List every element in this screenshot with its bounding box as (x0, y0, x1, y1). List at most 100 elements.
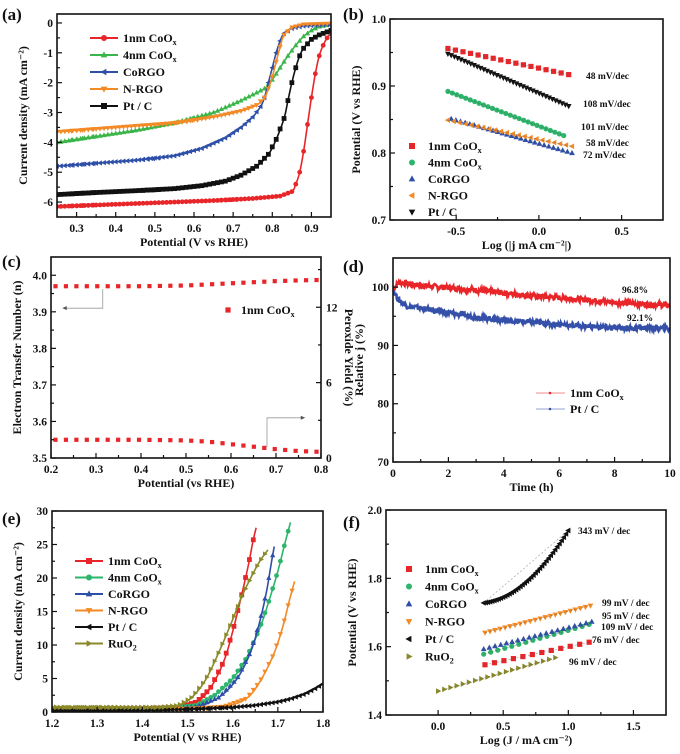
data-point (218, 113, 225, 119)
slope-annotation: 96 mV / dec (569, 658, 617, 668)
legend-marker (86, 558, 92, 564)
data-point (159, 154, 165, 160)
data-point (202, 143, 208, 150)
y-tick-label: 3.6 (33, 416, 48, 428)
data-point (97, 160, 102, 166)
data-point (85, 127, 91, 133)
y-tick-label: 1.4 (368, 710, 383, 722)
legend-label: 4nm CoOx (425, 580, 479, 596)
legend-marker (225, 307, 231, 313)
data-point (253, 89, 260, 95)
data-point (85, 161, 91, 167)
data-point (211, 696, 218, 702)
data-point (482, 630, 488, 636)
data-point (160, 121, 166, 127)
y-right-tick-label: 0 (326, 453, 332, 465)
data-point (303, 449, 309, 454)
data-point (62, 191, 68, 197)
data-point (132, 127, 138, 133)
y-axis-right-label: Peroxide Yield (%) (342, 309, 356, 407)
y-tick-label: 20 (37, 573, 49, 585)
data-point (507, 112, 513, 118)
data-point (109, 131, 115, 136)
data-point (189, 118, 195, 124)
data-point (312, 685, 318, 692)
data-point (128, 157, 134, 164)
data-point (136, 437, 142, 442)
data-point (537, 631, 544, 637)
data-point (269, 74, 275, 80)
data-point (507, 624, 513, 630)
data-point (545, 143, 552, 149)
y-tick-label: 3.8 (33, 343, 48, 355)
data-point (269, 144, 275, 150)
data-point (577, 606, 584, 612)
plot-area (436, 527, 595, 694)
data-point (485, 104, 491, 110)
data-point (93, 160, 99, 166)
data-point (258, 612, 264, 618)
slope-annotation: 108 mV/dec (583, 100, 631, 110)
data-point (187, 148, 193, 155)
data-point (266, 662, 272, 667)
data-point (66, 191, 72, 197)
series-line (52, 522, 292, 710)
data-point (547, 656, 553, 663)
panel-e: (e) 1.2 1.3 1.4 1.5 1.6 1.7 1.8 0 5 10 15 20 25 30 Pote… (2, 506, 330, 744)
data-point (508, 132, 515, 138)
data-point (297, 23, 303, 29)
data-point (273, 59, 279, 65)
data-point (62, 138, 68, 144)
data-point (243, 586, 249, 592)
data-point (85, 134, 91, 140)
series-corgo (52, 546, 276, 711)
data-point (269, 65, 275, 71)
data-point (230, 175, 236, 181)
data-point (109, 125, 115, 131)
data-point (314, 277, 319, 283)
data-point (222, 112, 228, 118)
data-point (220, 641, 226, 647)
data-point (183, 184, 189, 190)
data-point (497, 641, 504, 647)
data-point (246, 703, 252, 709)
data-point (208, 666, 214, 672)
data-point (216, 650, 222, 656)
data-point (80, 190, 85, 196)
data-point (281, 697, 287, 703)
data-point (101, 160, 106, 166)
legend-label: 1nm CoOx (108, 554, 162, 570)
legend-label-main: CoRGO (428, 172, 470, 186)
data-point (223, 197, 229, 203)
data-point (74, 284, 79, 289)
data-point (140, 200, 146, 206)
data-point (566, 624, 572, 630)
annotation-arrows (62, 289, 306, 448)
data-point (560, 534, 567, 541)
legend-label-sub: x (173, 38, 177, 47)
data-point (212, 658, 218, 664)
data-point (512, 622, 518, 629)
data-point (124, 158, 130, 164)
data-point (328, 28, 331, 33)
data-point (548, 647, 554, 654)
legend-label-main: 1nm CoO (241, 303, 291, 317)
legend-label-main: CoRGO (425, 597, 467, 611)
data-point (265, 80, 271, 86)
data-point (93, 190, 99, 195)
data-point (128, 128, 135, 133)
data-point (220, 281, 225, 286)
legend-label-main: 1nm CoO (123, 31, 173, 45)
data-point (272, 446, 277, 452)
y-tick-label: 4.0 (33, 270, 48, 282)
data-point (222, 104, 228, 110)
data-point (312, 25, 318, 31)
data-point (199, 183, 205, 189)
data-point (105, 202, 111, 208)
data-point (558, 537, 564, 544)
data-point (84, 437, 89, 442)
data-point (177, 701, 183, 708)
data-point (214, 107, 221, 113)
data-point (285, 29, 291, 35)
legend-label: 1nm CoOx (425, 562, 479, 578)
